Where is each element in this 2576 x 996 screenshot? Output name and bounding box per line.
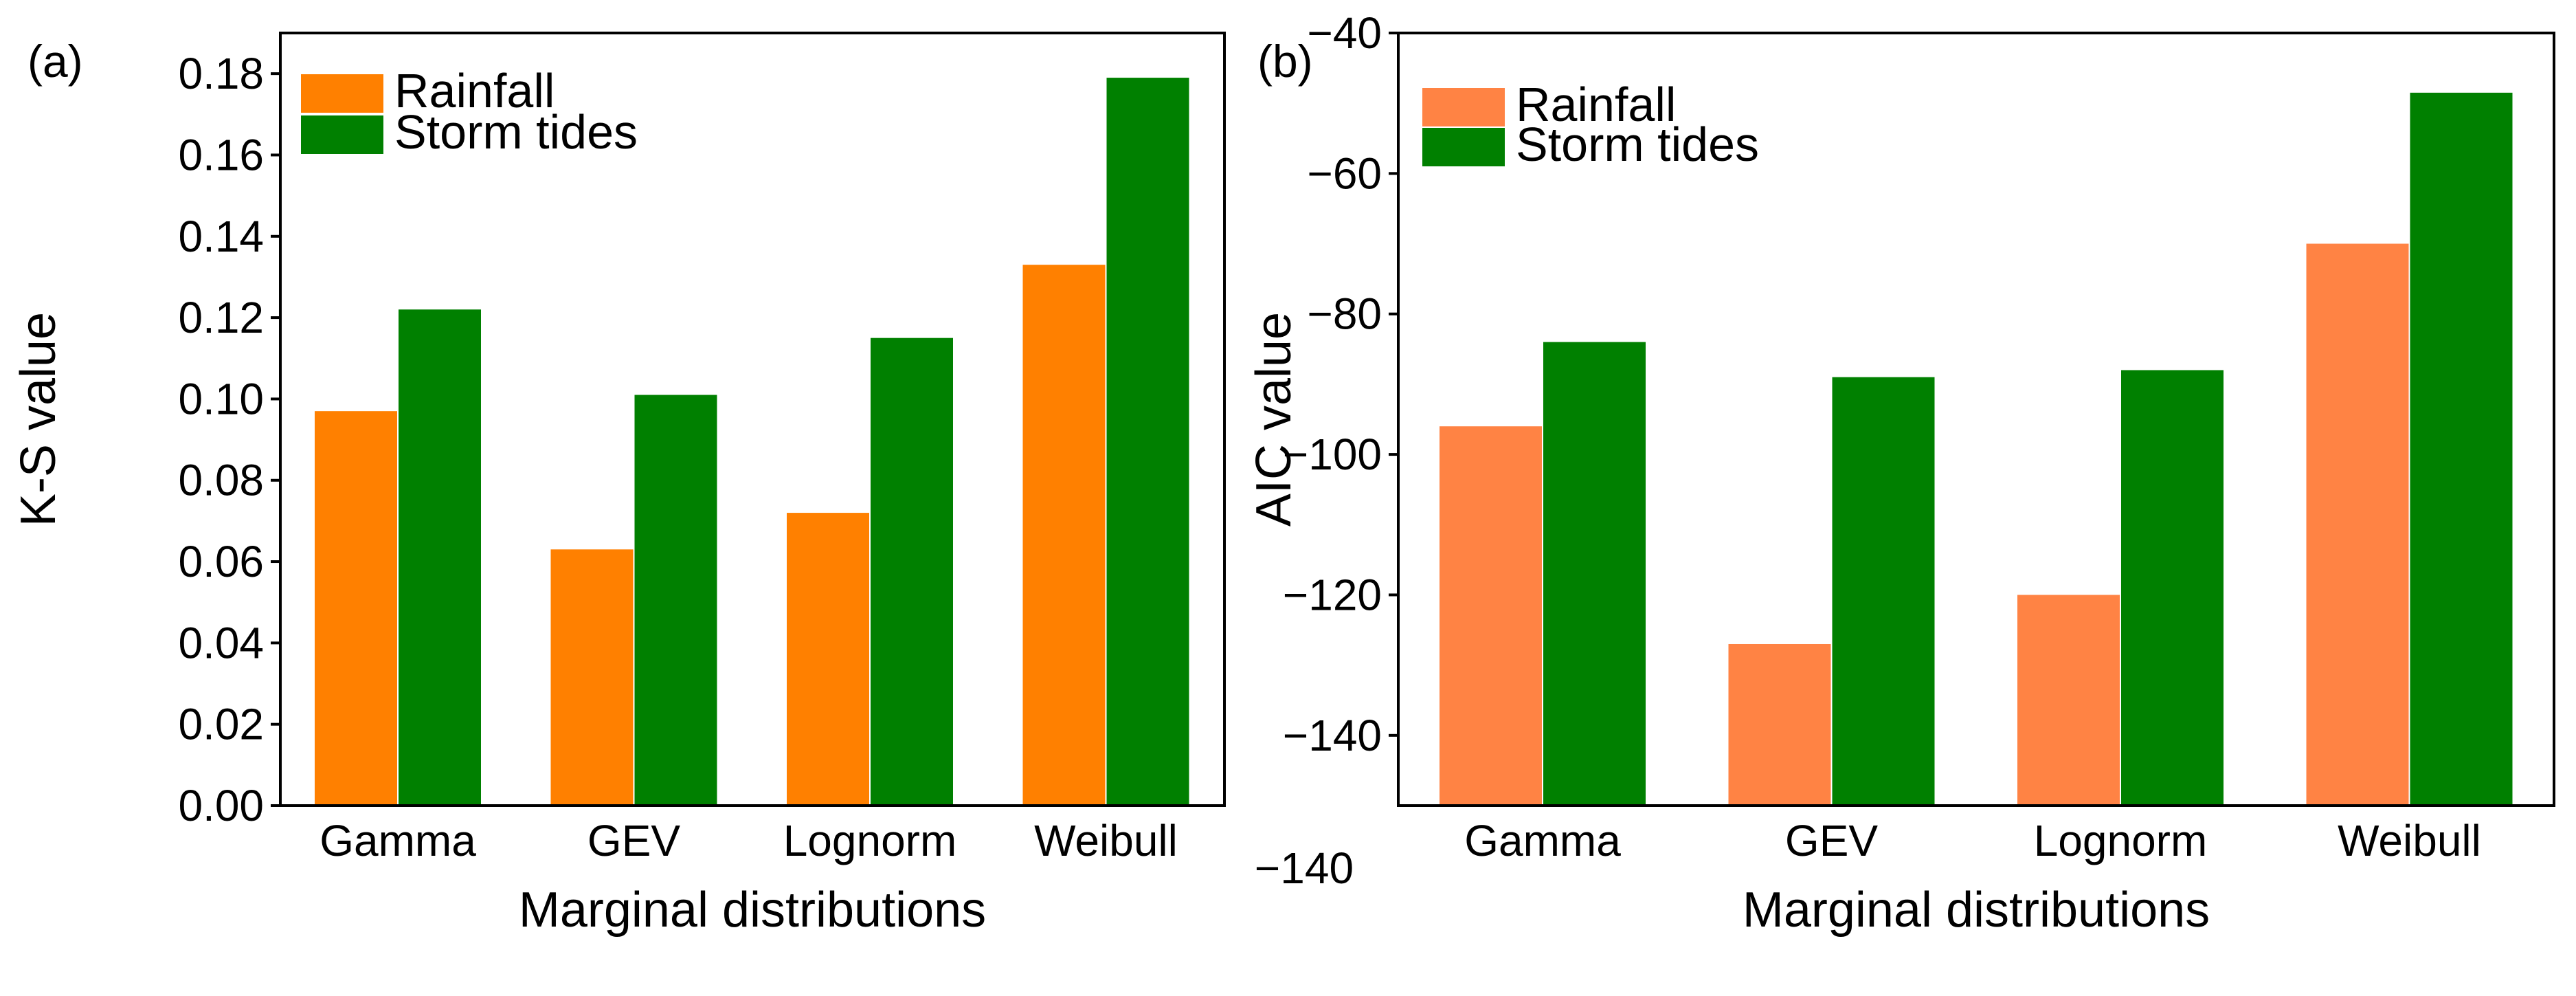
panel-a: 0.00 0.02 0.04 0.06 0.08 0.10 0.12 0.14 0.16 0.18…	[11, 32, 1226, 938]
bar-storm-tides-weibull	[2410, 92, 2513, 806]
y-tick-label: 0.04	[178, 618, 264, 667]
bar-storm-tides-gev	[1832, 377, 1935, 806]
x-axis-title: Marginal distributions	[519, 883, 986, 938]
panel-b: −140 −120 −100 −80 −60 −40 Gamma GEV Lognorm Weib…	[1246, 8, 2555, 938]
bar-rainfall-gamma	[315, 411, 397, 806]
bar-storm-tides-gamma	[399, 309, 481, 806]
legend-label: Rainfall	[394, 64, 555, 118]
legend-swatch	[1422, 88, 1505, 126]
y-axis-title: K-S value	[11, 312, 66, 527]
y-tick-label: −60	[1307, 148, 1382, 198]
y-tick-label: −80	[1307, 289, 1382, 339]
y-tick-label: 0.02	[178, 700, 264, 749]
bar-rainfall-gev	[550, 549, 634, 806]
bar-rainfall-weibull	[1022, 265, 1106, 806]
y-tick-label: 0.06	[178, 537, 264, 586]
y-tick-label: −100	[1283, 430, 1382, 479]
y-tick-label: −120	[1283, 570, 1382, 619]
x-tick-label: Gamma	[320, 816, 476, 865]
panel-label: (b)	[1257, 36, 1313, 87]
bar-rainfall-gev	[1728, 643, 1831, 806]
y-tick-label: 0.16	[178, 130, 264, 179]
bar-storm-tides-lognorm	[2121, 370, 2224, 806]
bar-storm-tides-lognorm	[871, 337, 953, 806]
legend-label: Rainfall	[1516, 78, 1676, 131]
bar-storm-tides-weibull	[1106, 78, 1189, 806]
bar-rainfall-gamma	[1440, 426, 1542, 806]
x-tick-label: Weibull	[1034, 816, 1178, 865]
legend-label: Storm tides	[1516, 118, 1759, 171]
y-axis-title: AIC value	[1246, 312, 1301, 527]
y-tick-label: −40	[1307, 8, 1382, 58]
legend-label: Storm tides	[394, 105, 638, 159]
legend-swatch	[1422, 128, 1505, 166]
bar-rainfall-lognorm	[2017, 595, 2120, 806]
y-tick-label: 0.14	[178, 212, 264, 261]
x-tick-label: Lognorm	[783, 816, 957, 865]
bar-rainfall-weibull	[2306, 243, 2409, 806]
legend-swatch	[301, 74, 383, 113]
bar-rainfall-lognorm	[787, 513, 869, 806]
x-tick-label: GEV	[587, 816, 680, 865]
panel-label: (a)	[27, 36, 83, 87]
x-tick-label: GEV	[1785, 816, 1878, 865]
x-axis-title: Marginal distributions	[1743, 883, 2210, 938]
bar-storm-tides-gev	[634, 395, 717, 806]
y-tick-label: 0.00	[178, 781, 264, 830]
extra-axis-label: −140	[1255, 843, 1354, 893]
plot-frame	[279, 32, 1226, 807]
x-tick-label: Gamma	[1464, 816, 1621, 865]
y-tick-label: 0.18	[178, 49, 264, 98]
bar-storm-tides-gamma	[1543, 342, 1646, 806]
plot-frame	[1397, 32, 2555, 807]
legend-swatch	[301, 115, 383, 154]
y-tick-label: −140	[1283, 711, 1382, 760]
y-tick-label: 0.10	[178, 374, 264, 423]
x-tick-label: Lognorm	[2034, 816, 2208, 865]
x-tick-label: Weibull	[2338, 816, 2481, 865]
y-tick-label: 0.08	[178, 456, 264, 505]
y-tick-label: 0.12	[178, 293, 264, 342]
